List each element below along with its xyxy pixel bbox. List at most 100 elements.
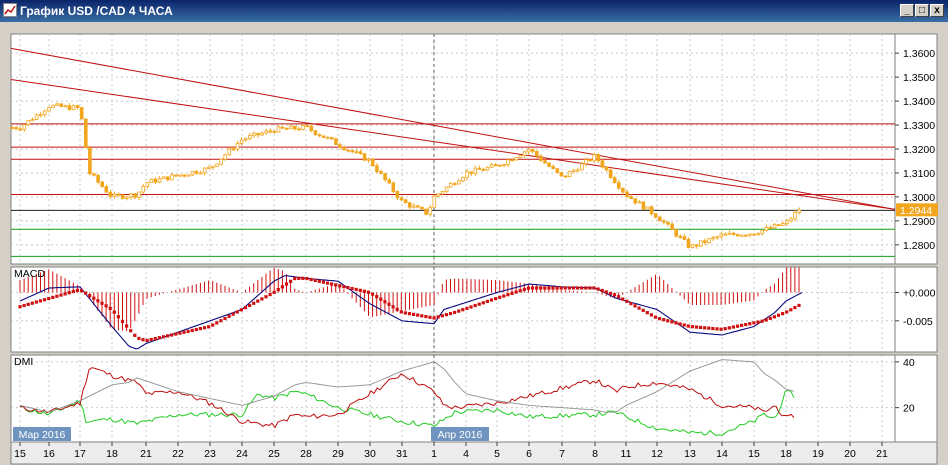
macd-signal-dot [63,292,67,296]
candle-body [473,167,478,174]
candle-body [338,144,342,148]
macd-signal-dot [789,308,793,312]
macd-signal-dot [313,278,317,282]
macd-signal-dot [350,286,354,291]
candle-body [379,171,383,174]
candle-body [658,216,662,222]
macd-signal-dot [481,301,485,305]
candle-body [153,178,158,183]
macd-y-tick-label: +0.000 [903,288,936,300]
close-button[interactable]: x [930,4,944,17]
candle-body [403,199,408,204]
candle-body [535,150,539,157]
window-titlebar[interactable]: График USD /CAD 4 ЧАСА _ □ x [0,0,948,22]
candle-body [760,229,765,235]
candle-body [584,159,588,165]
candle-body [432,195,437,209]
x-tick-label: 21 [140,448,152,460]
candle-body [686,239,691,248]
month-tag: Мар 2016 [19,429,66,441]
macd-signal-dot [461,308,465,312]
candle-body [481,169,486,172]
macd-signal-dot [371,292,375,296]
candle-body [793,212,797,220]
macd-signal-dot [227,314,231,318]
candle-body [637,201,642,204]
macd-signal-dot [366,290,371,294]
macd-signal-dot [440,314,444,318]
candle-body [617,182,621,189]
candle-body [256,132,260,136]
candle-body [526,149,531,153]
macd-signal-dot [559,286,563,290]
candle-body [137,191,141,198]
macd-signal-dot [79,288,84,293]
x-tick-label: 21 [876,448,888,460]
candle-body [518,155,523,158]
macd-signal-dot [592,286,596,290]
candle-body [596,154,601,162]
candle-body [112,193,117,197]
macd-signal-dot [153,337,157,341]
x-tick-label: 24 [236,448,248,460]
macd-signal-dot [645,311,649,315]
candle-body [789,218,793,222]
macd-signal-dot [182,330,186,334]
macd-signal-dot [498,295,502,299]
macd-signal-dot [284,282,289,286]
candle-body [477,167,482,170]
x-tick-label: 18 [780,448,792,460]
panel-macd[interactable] [10,266,938,353]
macd-signal-dot [309,277,313,282]
candle-body [206,166,211,169]
candle-body [576,169,580,172]
macd-signal-dot [186,329,190,333]
candle-body [247,135,252,140]
macd-line [19,275,803,350]
macd-signal-dot [748,322,752,326]
macd-signal-dot [699,325,703,330]
candle-body [309,125,314,132]
candle-body [592,154,596,162]
macd-signal-dot [297,276,301,280]
macd-signal-dot [88,294,92,298]
macd-signal-dot [268,292,272,297]
candle-body [260,132,264,136]
macd-signal-dot [436,315,440,319]
x-tick-label: 25 [268,448,280,460]
minimize-button[interactable]: _ [900,4,914,17]
candle-body [653,213,658,218]
candle-body [321,135,326,138]
macd-signal-dot [256,299,260,303]
current-price-label: 1.2944 [900,205,932,217]
candle-body [547,162,551,167]
candle-body [96,174,100,183]
macd-signal-dot [781,312,785,316]
candle-body [391,182,396,192]
macd-signal-dot [617,295,621,299]
macd-signal-dot [305,276,309,281]
candle-body [674,229,678,237]
macd-signal-dot [563,286,567,290]
candle-body [678,235,683,238]
candle-body [120,194,125,199]
maximize-button[interactable]: □ [915,4,929,17]
x-tick-label: 8 [592,448,598,460]
macd-signal-dot [280,285,284,289]
candle-body [764,226,769,231]
candle-body [563,175,568,178]
macd-signal-dot [453,310,457,315]
candle-body [465,171,469,178]
macd-signal-dot [223,316,227,321]
macd-y-tick-label: -0.005 [903,316,933,328]
x-tick-label: 30 [364,448,376,460]
chart-area[interactable]: 15 16 17 18 21 22 23 24 25 28 29 30 31 1 4 5 6 7 8 11 12 13 14… [0,22,948,465]
macd-signal-dot [596,287,600,291]
macd-signal-dot [571,286,576,290]
macd-signal-dot [198,327,202,331]
candle-body [211,165,215,168]
candle-body [305,125,309,128]
macd-signal-dot [719,327,723,331]
candle-body [342,146,346,151]
candle-body [284,127,289,130]
